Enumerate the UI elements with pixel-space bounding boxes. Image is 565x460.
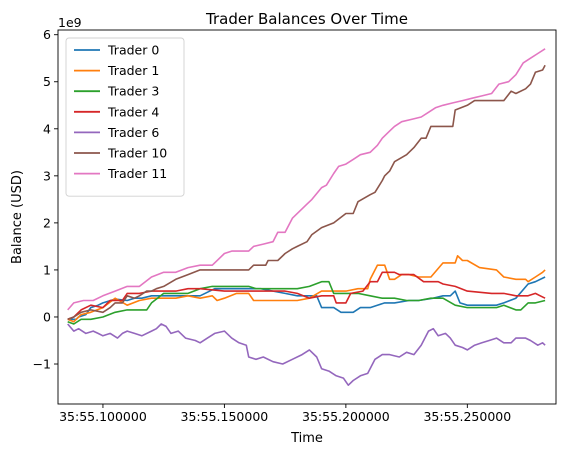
y-tick-label: 6 bbox=[43, 27, 51, 42]
series-line-trader-6 bbox=[67, 323, 546, 386]
y-tick-label: 3 bbox=[43, 168, 51, 183]
x-tick-label: 35:55.100000 bbox=[59, 409, 147, 424]
y-axis-label: Balance (USD) bbox=[10, 170, 25, 264]
series-line-trader-0 bbox=[67, 276, 546, 321]
y-tick-label: −1 bbox=[33, 357, 51, 372]
y-tick-label: 2 bbox=[43, 215, 51, 230]
y-tick-label: 1 bbox=[43, 262, 51, 277]
plot-area bbox=[67, 48, 546, 386]
x-tick-label: 35:55.150000 bbox=[181, 409, 269, 424]
x-axis-label: Time bbox=[290, 431, 323, 446]
legend-box bbox=[65, 37, 185, 197]
y-tick-label: 4 bbox=[43, 121, 51, 136]
axes: 35:55.100000 35:55.150000 35:55.200000 35:5… bbox=[33, 27, 557, 424]
y-offset-label: 1e9 bbox=[58, 15, 82, 30]
x-tick-label: 35:55.250000 bbox=[423, 409, 511, 424]
legend-label-trader-0: Trader 0 bbox=[107, 43, 159, 58]
legend: Trader 0 Trader 1 Trader 3 Trader 4 Trader 6… bbox=[65, 37, 185, 197]
series-line-trader-11 bbox=[67, 48, 546, 311]
legend-label-trader-6: Trader 6 bbox=[107, 125, 159, 140]
series-line-trader-4 bbox=[67, 271, 546, 321]
legend-label-trader-3: Trader 3 bbox=[107, 84, 159, 99]
y-tick-label: 0 bbox=[43, 309, 51, 324]
legend-label-trader-4: Trader 4 bbox=[107, 104, 159, 119]
legend-label-trader-10: Trader 10 bbox=[107, 146, 167, 161]
legend-label-trader-11: Trader 11 bbox=[107, 166, 167, 181]
series-line-trader-1 bbox=[67, 255, 546, 323]
series-line-trader-3 bbox=[67, 280, 546, 325]
x-tick-label: 35:55.200000 bbox=[302, 409, 390, 424]
chart-title: Trader Balances Over Time bbox=[205, 10, 408, 28]
axes-frame bbox=[57, 29, 557, 405]
series-line-trader-10 bbox=[67, 64, 546, 321]
legend-label-trader-1: Trader 1 bbox=[107, 63, 159, 78]
y-tick-label: 5 bbox=[43, 74, 51, 89]
